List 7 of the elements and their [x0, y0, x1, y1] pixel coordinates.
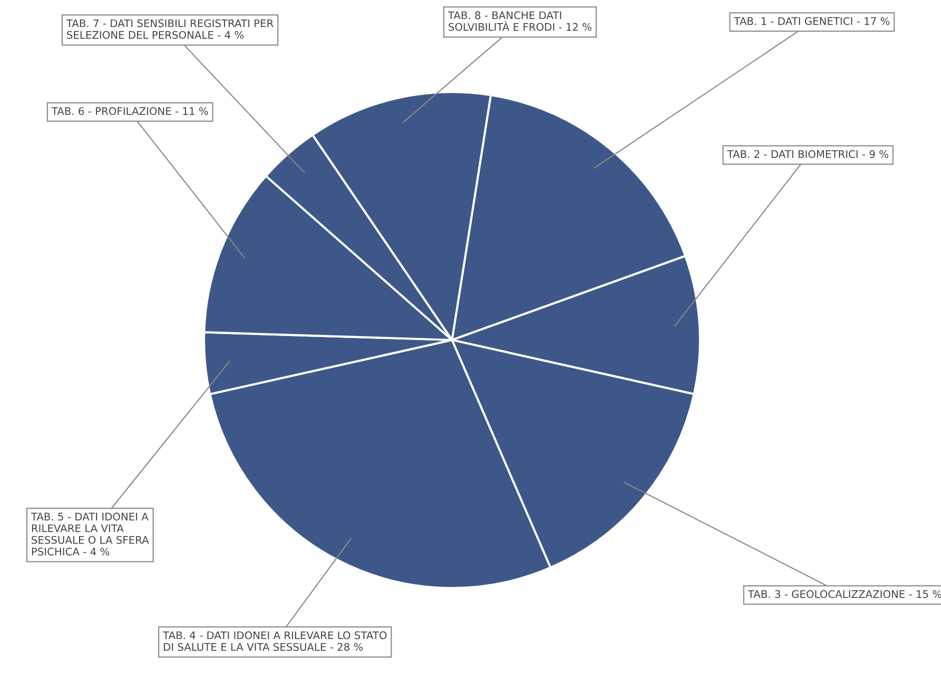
slice-label: TAB. 4 - DATI IDONEI A RILEVARE LO STATO DI SALUTE E LA VITA SESSUALE - 28 %	[162, 631, 387, 651]
slice-label: TAB. 1 - DATI GENETICI - 17 %	[734, 17, 890, 26]
slice-label: TAB. 8 - BANCHE DATI SOLVIBILITÀ E FRODI - 12 %	[448, 11, 592, 31]
slice-label: TAB. 7 - DATI SENSIBILI REGISTRATI PER SELEZIONE DEL PERSONALE - 4 %	[66, 19, 274, 39]
slice-label: TAB. 2 - DATI BIOMETRICI - 9 %	[727, 150, 888, 158]
slice-label: TAB. 5 - DATI IDONEI A RILEVARE LA VITA SESSUALE O LA SFERA PSICHICA - 4 %	[30, 512, 149, 556]
slice-label: TAB. 6 - PROFILAZIONE - 11 %	[51, 107, 208, 116]
